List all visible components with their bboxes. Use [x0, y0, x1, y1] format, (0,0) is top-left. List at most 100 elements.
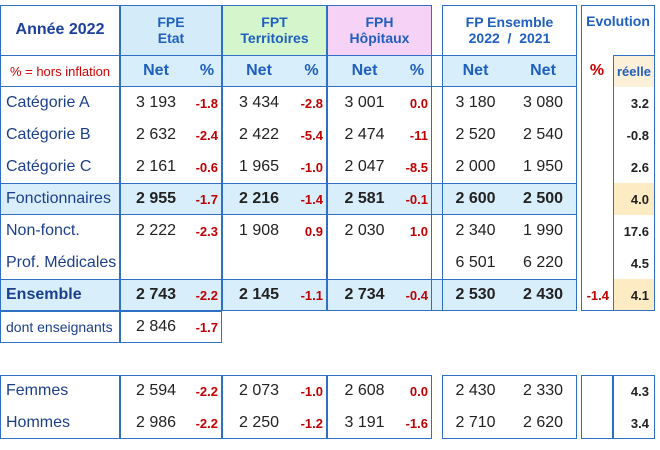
value-cell: 2 216 [238, 190, 280, 207]
percent-cell: -1.0 [300, 383, 323, 399]
percent-cell [402, 247, 432, 279]
row-highlight [0, 279, 577, 311]
group-title: Evolution [586, 13, 650, 29]
column-header: Net [120, 55, 192, 87]
value-cell: 4.0 [613, 183, 655, 215]
percent-cell: -2.8 [300, 95, 323, 111]
column-header: Net [327, 55, 402, 87]
value-cell: 2 540 [522, 126, 564, 143]
row-highlight [0, 183, 577, 215]
value-cell: 2 430 [522, 286, 564, 303]
value-cell: 3.2 [630, 95, 649, 111]
group-title: FPH [365, 14, 394, 30]
value-cell: 2.6 [630, 159, 649, 175]
value-cell: 2 422 [238, 126, 280, 143]
value-cell: 1 950 [522, 158, 564, 175]
group-title: FPE [157, 14, 185, 30]
percent-cell: -1.4 [586, 287, 609, 303]
column-header: Net [509, 55, 577, 87]
value-cell: 2 474 [344, 126, 385, 143]
group-title: FPT [261, 14, 288, 30]
value-cell: 2 734 [344, 286, 385, 303]
percent-cell: -1.7 [195, 191, 218, 207]
percent-cell: -1.1 [300, 287, 323, 303]
percent-cell: -1.4 [300, 191, 323, 207]
row-label: Ensemble [6, 286, 82, 303]
value-cell: 2 743 [135, 286, 177, 303]
value-cell: 2 145 [238, 286, 280, 303]
value-cell: 2 000 [455, 158, 496, 175]
value-cell: 2 594 [135, 382, 177, 399]
percent-cell: -11 [409, 127, 428, 143]
row-label: Femmes [6, 382, 69, 399]
group-subtitle: Hôpitaux [349, 30, 410, 46]
column-header: % [192, 55, 222, 87]
group-title: FP Ensemble [465, 14, 554, 30]
percent-cell: 0.0 [409, 383, 428, 399]
value-cell: 2 520 [455, 126, 496, 143]
group-header: FP Ensemble 2022 / 2021 [442, 5, 577, 55]
percent-cell [581, 87, 613, 119]
value-cell: 2 430 [455, 382, 496, 399]
year-label: Année 2022 [15, 21, 105, 38]
percent-cell: -0.1 [405, 191, 428, 207]
percent-cell [581, 119, 613, 151]
column-header: réelle [613, 55, 655, 87]
value-cell: 2 632 [135, 126, 177, 143]
percent-cell: -1.2 [300, 415, 323, 431]
percent-cell [581, 151, 613, 183]
percent-cell: -1.6 [405, 415, 428, 431]
group-subtitle: Etat [157, 30, 185, 46]
value-cell: 2 530 [455, 286, 496, 303]
value-cell: 3 193 [135, 94, 177, 111]
value-cell: 3 434 [238, 94, 280, 111]
row-label: Catégorie C [6, 158, 92, 175]
value-cell: 2 047 [344, 158, 385, 175]
value-cell [222, 247, 296, 279]
value-cell: 6 220 [522, 254, 564, 271]
row-label: Catégorie B [6, 126, 91, 143]
value-cell: 3 001 [344, 94, 385, 111]
value-cell: 2 073 [238, 382, 280, 399]
group-header: Evolution [581, 5, 655, 55]
value-cell: 1 990 [522, 222, 564, 239]
percent-cell: -2.3 [195, 223, 218, 239]
value-cell: 17.6 [623, 223, 649, 239]
percent-cell: 1.0 [409, 223, 428, 239]
percent-cell: -2.2 [195, 415, 218, 431]
percent-cell: -0.6 [195, 159, 218, 175]
row-label: Hommes [6, 414, 71, 431]
value-cell: 2 986 [135, 414, 177, 431]
group-header: FPT Territoires [222, 5, 327, 55]
inflation-note: % = hors inflation [9, 63, 111, 79]
value-cell: 6 501 [455, 254, 496, 271]
column-header: Net [442, 55, 509, 87]
percent-cell: -8.5 [405, 159, 428, 175]
column-header: % [581, 55, 613, 87]
value-cell: 2 161 [135, 158, 177, 175]
percent-cell: -5.4 [300, 127, 323, 143]
value-cell: -0.8 [626, 127, 649, 143]
value-cell: 1 965 [238, 158, 280, 175]
value-cell: 2 608 [344, 382, 385, 399]
value-cell: 2 846 [135, 318, 177, 335]
group-header: FPH Hôpitaux [327, 5, 432, 55]
value-cell: 2 710 [455, 414, 496, 431]
value-cell: 3 191 [344, 414, 385, 431]
value-cell: 3 180 [455, 94, 496, 111]
value-cell: 2 340 [455, 222, 496, 239]
value-cell: 2 600 [455, 190, 496, 207]
percent-cell: 0.9 [304, 223, 323, 239]
percent-cell: -2.2 [195, 383, 218, 399]
percent-cell [581, 215, 613, 247]
value-cell: 1 908 [238, 222, 280, 239]
value-cell: 2 620 [522, 414, 564, 431]
percent-cell: -2.2 [195, 287, 218, 303]
row-label: Fonctionnaires [6, 190, 111, 207]
group-header: FPE Etat [120, 5, 222, 55]
group-subtitle: Territoires [240, 30, 309, 46]
percent-cell [296, 247, 327, 279]
percent-cell: -1.0 [300, 159, 323, 175]
column-header: % [402, 55, 432, 87]
value-cell [120, 247, 192, 279]
